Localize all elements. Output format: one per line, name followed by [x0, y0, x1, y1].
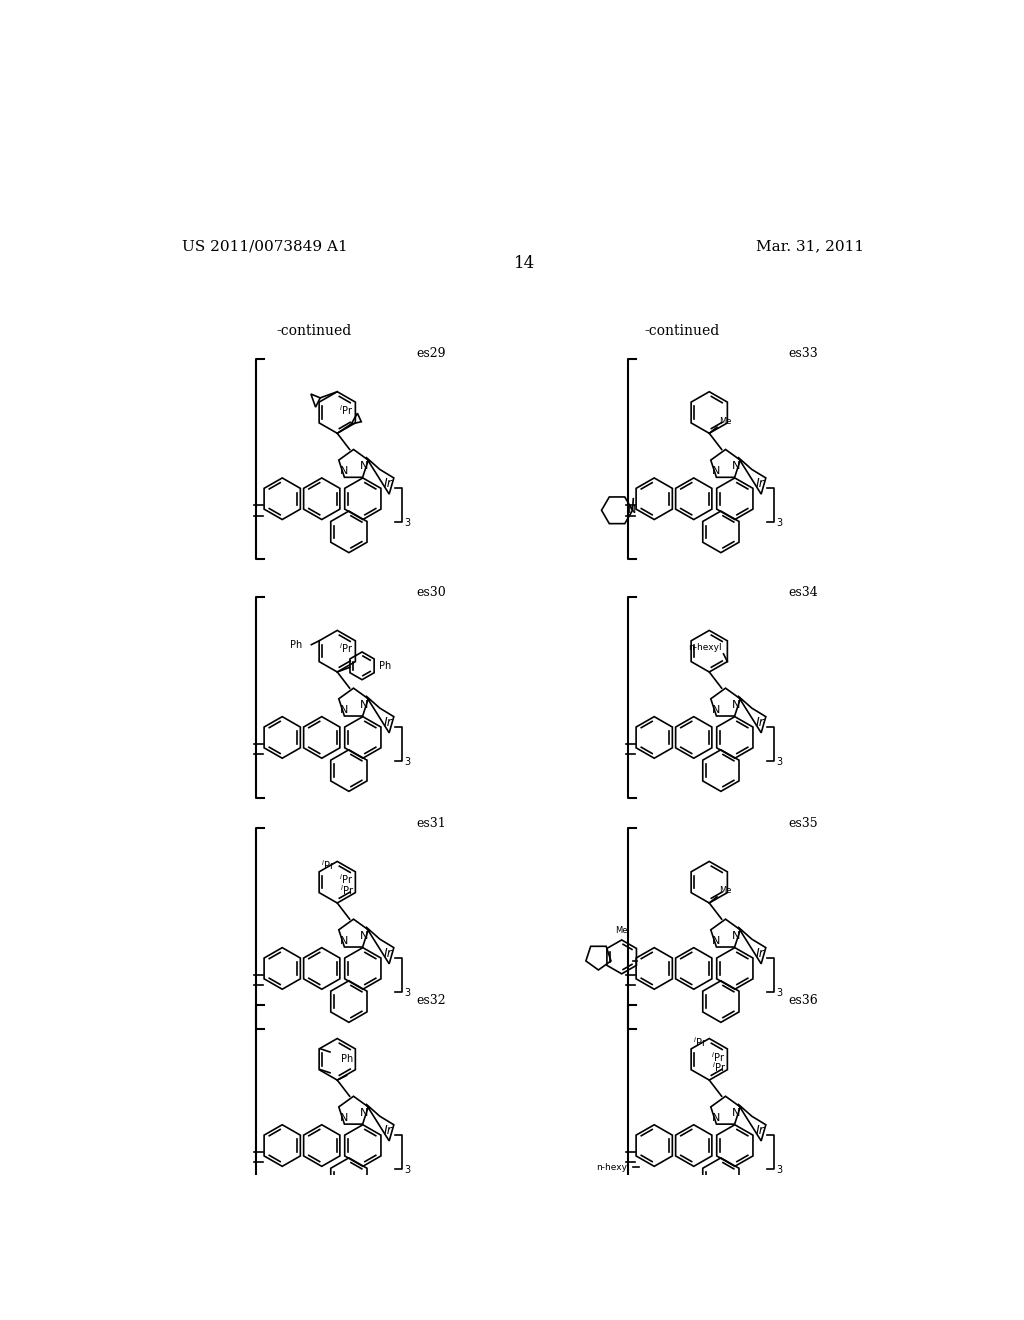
Text: es29: es29	[416, 347, 445, 360]
Text: N: N	[712, 1113, 721, 1123]
Text: es36: es36	[788, 994, 818, 1007]
Text: Ir: Ir	[755, 715, 764, 729]
Text: Me: Me	[615, 927, 628, 936]
Text: N: N	[712, 936, 721, 945]
Text: es31: es31	[416, 817, 445, 830]
Text: 3: 3	[404, 519, 411, 528]
Text: Ir: Ir	[383, 477, 392, 490]
Text: 3: 3	[776, 1166, 782, 1175]
Text: N: N	[732, 1109, 740, 1118]
Text: $^{i}$Pr: $^{i}$Pr	[692, 1035, 707, 1049]
Text: Ir: Ir	[383, 946, 392, 960]
Text: $^{i}$Pr: $^{i}$Pr	[712, 1060, 726, 1074]
Text: N: N	[712, 705, 721, 714]
Text: es32: es32	[416, 994, 445, 1007]
Text: N: N	[732, 700, 740, 710]
Text: $^{i}$Pr: $^{i}$Pr	[321, 858, 335, 873]
Text: Ir: Ir	[755, 1123, 764, 1137]
Text: N: N	[360, 462, 369, 471]
Text: Ir: Ir	[383, 715, 392, 729]
Text: N: N	[732, 462, 740, 471]
Text: es35: es35	[788, 817, 818, 830]
Text: $^{i}$Pr: $^{i}$Pr	[339, 873, 353, 887]
Text: Me: Me	[719, 886, 732, 895]
Text: N: N	[712, 466, 721, 477]
Text: Me: Me	[719, 417, 732, 425]
Text: 3: 3	[776, 989, 782, 998]
Text: 3: 3	[776, 519, 782, 528]
Text: N: N	[732, 931, 740, 941]
Text: N: N	[340, 936, 348, 945]
Text: 3: 3	[404, 989, 411, 998]
Text: 3: 3	[404, 1166, 411, 1175]
Text: Ir: Ir	[755, 477, 764, 490]
Text: $^{i}$Pr: $^{i}$Pr	[339, 403, 353, 417]
Text: Ir: Ir	[755, 946, 764, 960]
Text: es30: es30	[416, 586, 445, 599]
Text: 3: 3	[404, 758, 411, 767]
Text: es33: es33	[788, 347, 818, 360]
Text: es34: es34	[788, 586, 818, 599]
Text: N: N	[360, 1109, 369, 1118]
Text: $^{i}$Pr: $^{i}$Pr	[339, 642, 353, 656]
Text: N: N	[340, 466, 348, 477]
Text: n-hexyl: n-hexyl	[596, 1163, 630, 1172]
Text: -continued: -continued	[276, 323, 351, 338]
Text: N: N	[340, 1113, 348, 1123]
Text: Ph: Ph	[379, 661, 391, 671]
Text: N: N	[360, 700, 369, 710]
Text: n-hexyl: n-hexyl	[688, 643, 722, 652]
Text: $^{i}$Pr: $^{i}$Pr	[340, 883, 354, 896]
Text: 3: 3	[776, 758, 782, 767]
Text: Ph: Ph	[341, 1053, 353, 1064]
Text: $^{i}$Pr: $^{i}$Pr	[711, 1049, 725, 1064]
Text: -continued: -continued	[644, 323, 720, 338]
Text: N: N	[340, 705, 348, 714]
Text: N: N	[629, 506, 637, 515]
Text: 14: 14	[514, 255, 536, 272]
Text: Mar. 31, 2011: Mar. 31, 2011	[756, 239, 864, 253]
Text: US 2011/0073849 A1: US 2011/0073849 A1	[182, 239, 348, 253]
Text: Ph: Ph	[290, 640, 302, 649]
Text: N: N	[360, 931, 369, 941]
Text: Ir: Ir	[383, 1123, 392, 1137]
